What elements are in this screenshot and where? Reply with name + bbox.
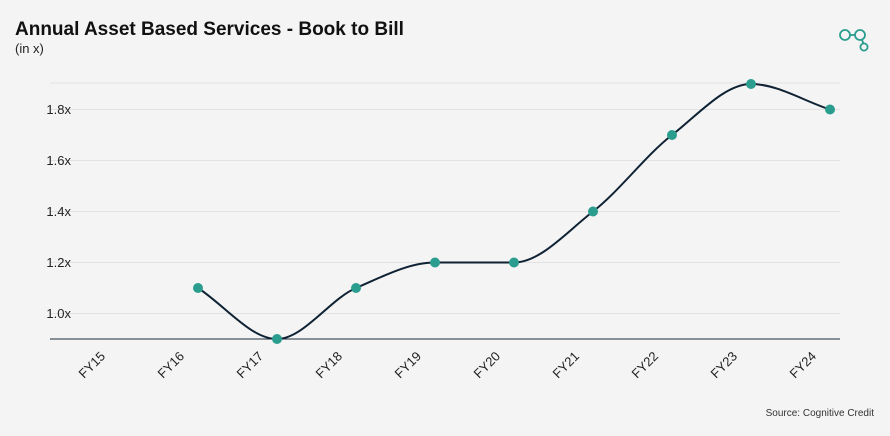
data-point	[825, 104, 835, 115]
data-point	[351, 283, 361, 293]
y-tick-label: 1.4x	[46, 204, 71, 219]
x-tick-label: FY20	[471, 349, 504, 382]
x-axis-ticks: FY15 FY16 FY17 FY18 FY19 FY20 FY21 FY22 FY23 FY24	[76, 349, 820, 382]
x-tick-label: FY24	[787, 349, 820, 382]
x-tick-label: FY16	[155, 349, 188, 382]
data-point	[430, 257, 440, 268]
data-point	[509, 257, 519, 268]
x-tick-label: FY17	[234, 349, 267, 382]
chart-title: Annual Asset Based Services - Book to Bi…	[15, 19, 404, 40]
y-tick-label: 1.8x	[46, 102, 71, 117]
source-note: Source: Cognitive Credit	[765, 408, 874, 419]
x-tick-label: FY23	[708, 349, 741, 382]
chain-link-logo-icon	[839, 29, 869, 52]
y-axis-ticks: 1.0x 1.2x 1.4x 1.6x 1.8x	[46, 102, 71, 321]
data-point	[588, 206, 598, 217]
y-tick-label: 1.2x	[46, 255, 71, 270]
chart-subtitle: (in x)	[15, 41, 44, 56]
x-tick-label: FY18	[313, 349, 346, 382]
x-tick-label: FY19	[392, 349, 425, 382]
data-point	[746, 79, 756, 89]
x-tick-label: FY21	[550, 349, 583, 382]
x-tick-label: FY15	[76, 349, 109, 382]
y-tick-label: 1.0x	[46, 306, 71, 321]
series-points	[193, 79, 835, 344]
grid-lines	[50, 82, 840, 314]
data-point	[193, 283, 203, 293]
data-point	[272, 334, 282, 344]
y-tick-label: 1.6x	[46, 153, 71, 168]
data-point	[667, 130, 677, 140]
x-tick-label: FY22	[629, 349, 662, 382]
